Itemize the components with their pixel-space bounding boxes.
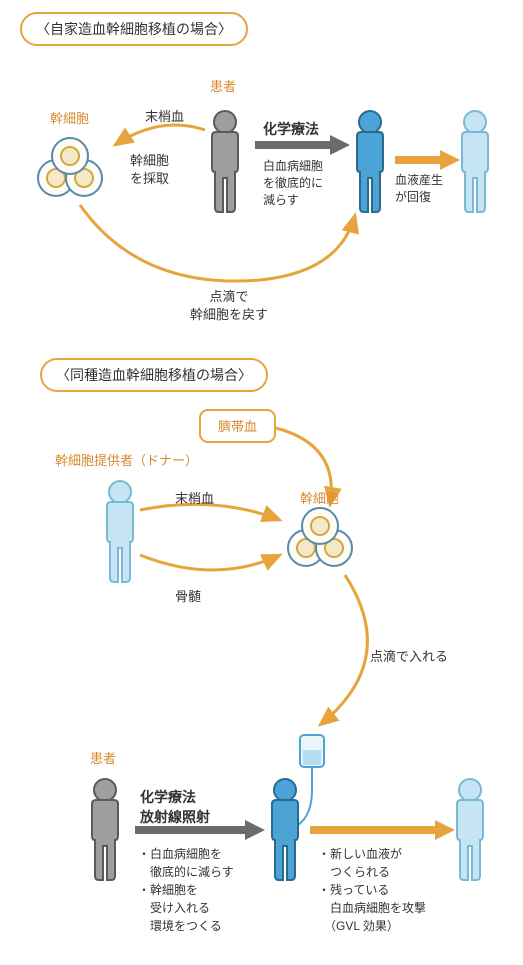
s2-title: 〈同種造血幹細胞移植の場合〉: [40, 358, 268, 392]
s1-patient-gray: [212, 111, 238, 212]
s2-marrow: 骨髄: [175, 588, 201, 606]
s1-collect: 幹細胞 を採取: [130, 152, 169, 188]
s1-title: 〈自家造血幹細胞移植の場合〉: [20, 12, 248, 46]
s2-cells: [288, 508, 352, 566]
s1-stemcell-label: 幹細胞: [50, 110, 89, 128]
s1-chemo-label: 化学療法: [263, 120, 319, 140]
diagram-container: 〈自家造血幹細胞移植の場合〉 患者 幹細胞 末梢血 幹細胞 を採取 化学療法 白…: [0, 0, 523, 965]
s2-patient-light: [457, 779, 483, 880]
s1-return: 点滴で 幹細胞を戻す: [190, 288, 268, 324]
s2-treatment-label: 化学療法 放射線照射: [140, 788, 210, 827]
s2-arrow-infuse: [320, 575, 367, 725]
s2-patient-blue: [272, 779, 298, 880]
s1-patient-label: 患者: [210, 78, 236, 96]
s1-arrow-return: [80, 205, 355, 281]
iv-bag: [298, 735, 324, 825]
s2-treatment-desc: ・白血病細胞を 徹底的に減らす ・幹細胞を 受け入れる 環境をつくる: [138, 845, 234, 935]
s1-cells: [38, 138, 102, 196]
s2-arrow-marrow: [140, 555, 280, 570]
s1-chemo-desc: 白血病細胞 を徹底的に 減らす: [263, 158, 323, 208]
s2-infuse: 点滴で入れる: [370, 648, 448, 666]
s2-stemcell-label: 幹細胞: [300, 490, 339, 508]
s1-peripheral: 末梢血: [145, 108, 184, 126]
s1-patient-blue: [357, 111, 383, 212]
s2-patient-label: 患者: [90, 750, 116, 768]
s1-patient-light: [462, 111, 488, 212]
s2-patient-gray: [92, 779, 118, 880]
s2-peripheral: 末梢血: [175, 490, 214, 508]
s2-cordblood: 臍帯血: [218, 418, 257, 436]
s2-result-desc: ・新しい血液が つくられる ・残っている 白血病細胞を攻撃 （GVL 効果）: [318, 845, 426, 935]
s1-arrow-collect: [115, 125, 205, 145]
diagram-svg: [0, 0, 523, 965]
s1-recover: 血液産生 が回復: [395, 172, 443, 206]
s2-donor-label: 幹細胞提供者（ドナー）: [55, 452, 198, 470]
s2-donor: [107, 481, 133, 582]
